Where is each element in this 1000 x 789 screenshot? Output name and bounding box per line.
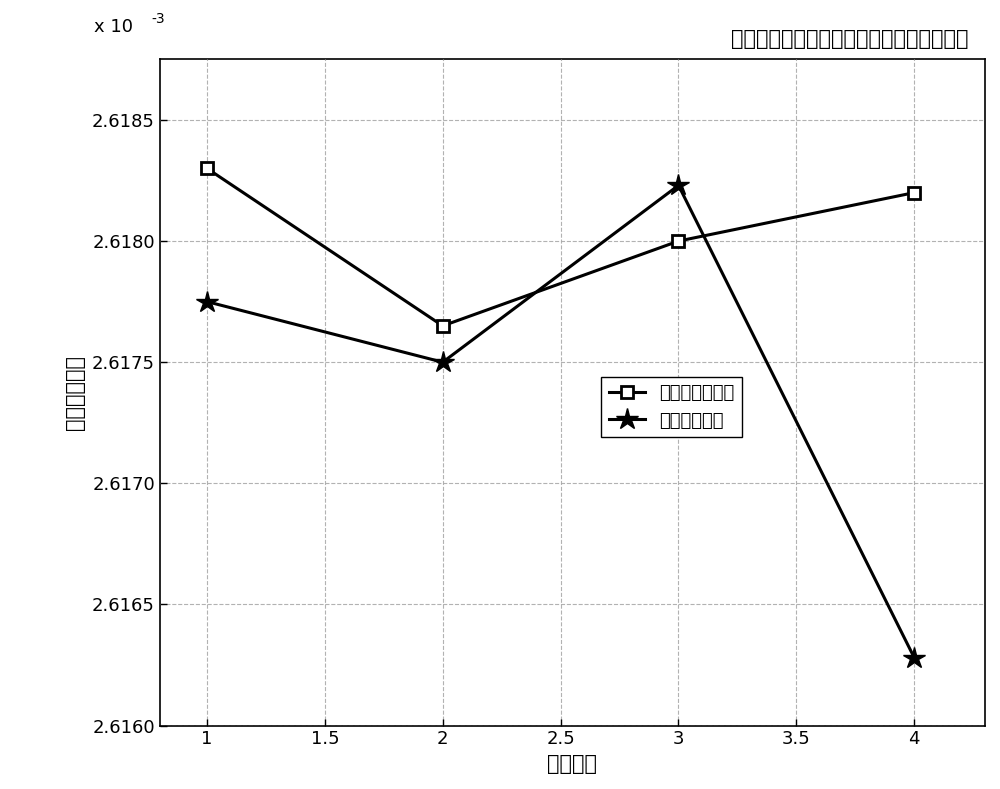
Line: 本发明标定方法: 本发明标定方法	[201, 163, 921, 332]
已有标定方法	[437, 357, 449, 367]
本发明标定方法	[201, 163, 213, 173]
已有标定方法	[908, 653, 920, 663]
Line: 已有标定方法: 已有标定方法	[196, 174, 925, 669]
本发明标定方法	[672, 237, 684, 246]
Legend: 本发明标定方法, 已有标定方法: 本发明标定方法, 已有标定方法	[601, 377, 742, 437]
已有标定方法	[672, 181, 684, 190]
X-axis label: 试验次数: 试验次数	[547, 754, 597, 774]
本发明标定方法	[908, 188, 920, 197]
本发明标定方法	[437, 321, 449, 331]
Text: x 10: x 10	[94, 18, 133, 36]
已有标定方法	[201, 297, 213, 306]
Text: 平台系统基座不水平度对力矩器系数的影响: 平台系统基座不水平度对力矩器系数的影响	[731, 29, 968, 50]
Text: -3: -3	[152, 12, 165, 26]
Y-axis label: 力矩器系数值: 力矩器系数值	[65, 355, 85, 430]
